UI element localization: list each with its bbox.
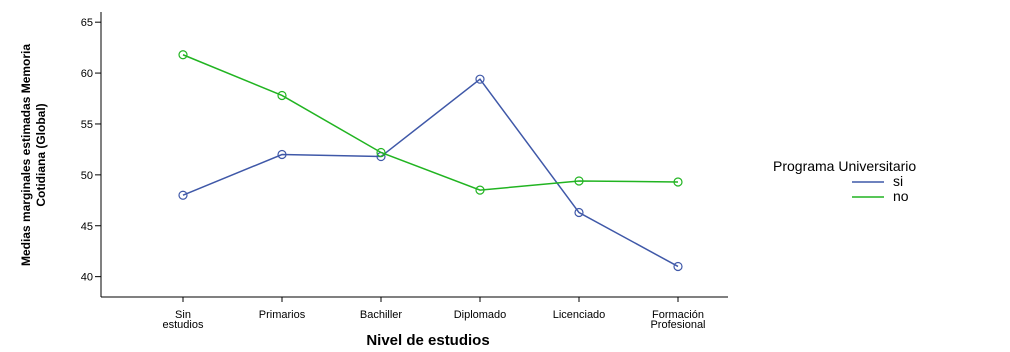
series-no-point	[475, 185, 485, 195]
x-tick-label-line: Profesional	[650, 319, 705, 331]
x-tick-label: Sin estudios	[163, 309, 204, 331]
legend-title: Programa Universitario	[773, 158, 916, 174]
x-tick-label: Bachiller	[360, 309, 403, 321]
y-axis-title: Medias marginales estimadas MemoriaCotid…	[19, 44, 48, 266]
x-tick-label: Licenciado	[553, 309, 606, 321]
y-axis-title-line: Medias marginales estimadas Memoria	[19, 44, 33, 266]
series-si-point	[475, 74, 485, 84]
y-tick-label: 60	[81, 68, 93, 80]
x-tick-label-line: Formación	[652, 309, 704, 321]
series-no-line	[182, 54, 679, 191]
axis-labels: Nivel de estudios Medias marginales estim…	[19, 44, 490, 349]
y-tick-label: 40	[81, 272, 93, 284]
x-tick-label-line: Sin	[175, 309, 191, 321]
y-tick-label: 45	[81, 221, 93, 233]
series-si-point	[178, 190, 188, 200]
x-tick-label: Primarios	[259, 309, 306, 321]
series-no-point	[376, 147, 386, 158]
y-tick-label: 50	[81, 170, 93, 182]
series-si-line	[182, 78, 679, 268]
series-si-point	[574, 207, 584, 218]
series-no-point	[574, 176, 584, 186]
x-tick-label: Diplomado	[454, 309, 507, 321]
x-tick-label-line: Bachiller	[360, 309, 403, 321]
x-axis-title: Nivel de estudios	[366, 332, 489, 347]
x-tick-label-line: Diplomado	[454, 309, 507, 321]
series-no-point	[178, 50, 188, 60]
y-axis-title-line: Cotidiana (Global)	[34, 103, 48, 206]
x-tick-label-line: Licenciado	[553, 309, 606, 321]
legend-item-no-label: no	[893, 188, 909, 204]
x-tick-label-line: Primarios	[259, 309, 306, 321]
y-tick-label: 65	[81, 17, 93, 29]
x-tick-label-line: estudios	[163, 319, 204, 331]
series-no-point	[277, 90, 287, 101]
y-tick-label: 55	[81, 119, 93, 131]
series-layer	[178, 50, 683, 272]
series-si-point	[277, 149, 287, 160]
axes: 40 45 50 55 60 65 Sin estudios Primarios Bachille…	[81, 12, 728, 331]
series-si-point	[673, 261, 683, 272]
series-no-point	[673, 177, 683, 187]
x-tick-label: Formación Profesional	[650, 309, 705, 331]
legend-item-si-label: si	[893, 173, 903, 189]
